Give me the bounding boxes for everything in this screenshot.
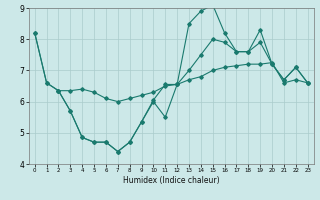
X-axis label: Humidex (Indice chaleur): Humidex (Indice chaleur) bbox=[123, 176, 220, 185]
